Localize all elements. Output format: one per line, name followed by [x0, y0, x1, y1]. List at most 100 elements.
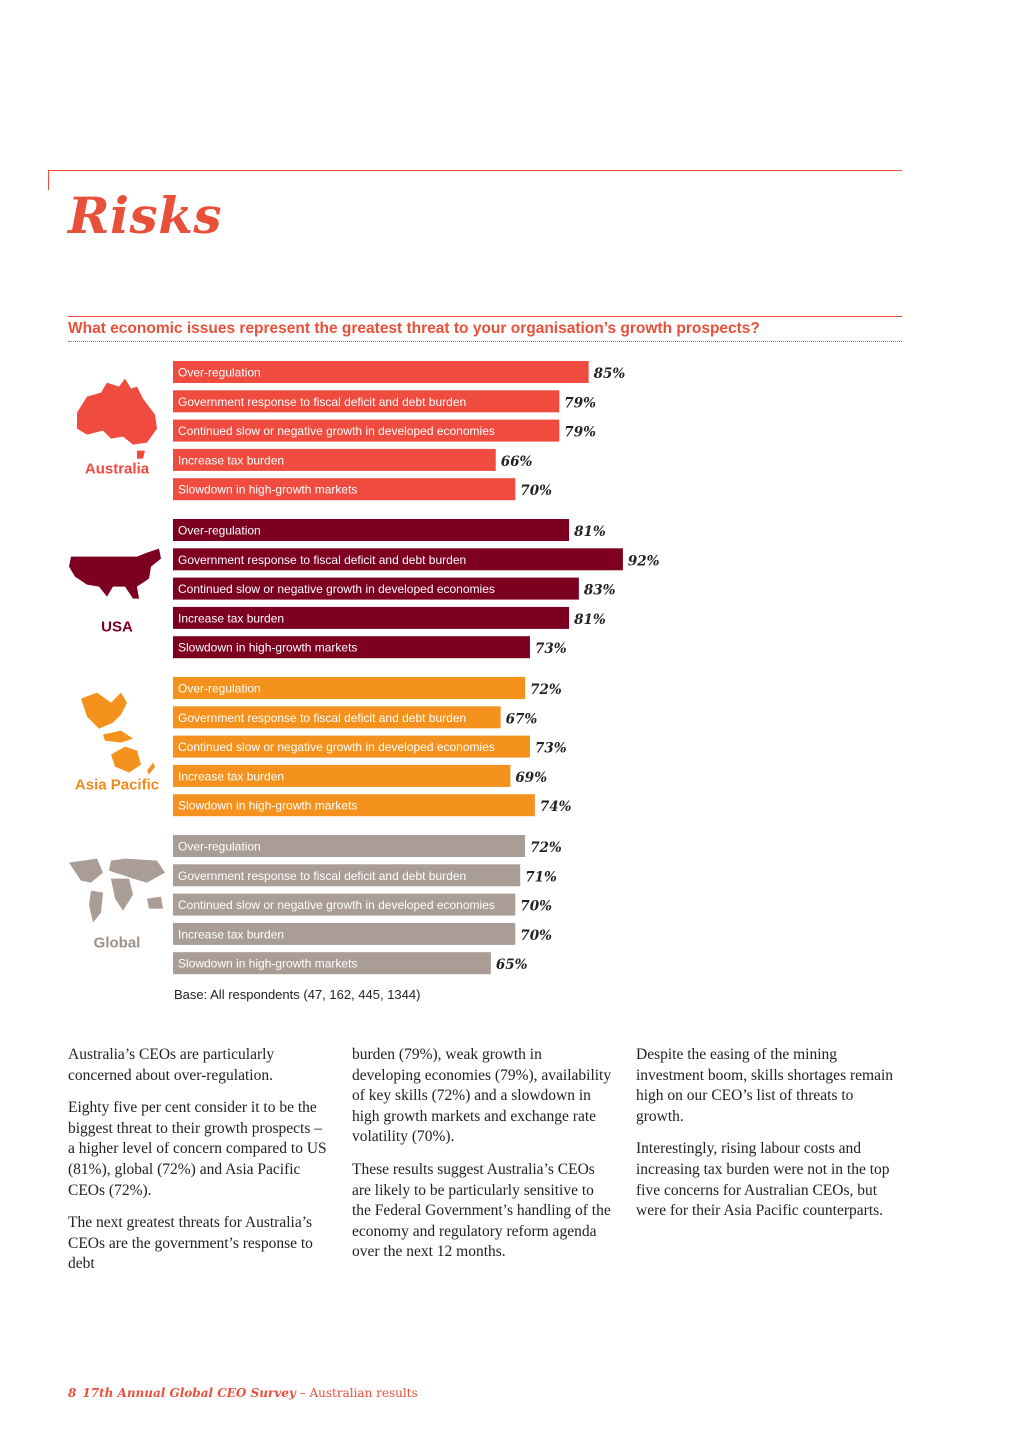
body-column-3: Despite the easing of the mining investm… [636, 1045, 898, 1234]
bar [173, 361, 589, 383]
bar [173, 952, 491, 975]
bar-value-label: 72% [530, 840, 562, 856]
body-paragraph: Australia’s CEOs are particularly concer… [68, 1046, 275, 1084]
body-paragraph: These results suggest Australia’s CEOs a… [352, 1160, 611, 1261]
bar-category-label: Continued slow or negative growth in dev… [178, 898, 495, 912]
bar-value-label: 72% [530, 682, 562, 698]
asia-landmass-shape [81, 692, 127, 729]
bar-category-label: Slowdown in high-growth markets [178, 483, 357, 497]
bar-category-label: Over-regulation [178, 682, 261, 696]
bar-group-global: Global Over-regulation 72% Government respo… [69, 835, 562, 975]
bar [173, 606, 570, 629]
page-title: Risks [68, 186, 222, 245]
bar-category-label: Over-regulation [178, 524, 261, 538]
bar-category-label: Over-regulation [178, 840, 261, 854]
bar-value-label: 69% [515, 770, 547, 786]
bar-value-label: 73% [535, 641, 567, 657]
bar [173, 478, 516, 501]
body-paragraph: The next greatest threats for Australia’… [68, 1214, 313, 1273]
bar-category-label: Continued slow or negative growth in dev… [178, 740, 495, 754]
bar-category-label: Increase tax burden [178, 611, 284, 625]
region-label: USA [101, 619, 133, 636]
tasmania-shape [137, 450, 145, 459]
bar [173, 922, 516, 945]
bar [173, 448, 496, 471]
region-label: Asia Pacific [75, 777, 159, 794]
body-paragraph: Eighty five per cent consider it to be t… [68, 1099, 327, 1199]
chart-question: What economic issues represent the great… [68, 320, 760, 337]
bar-category-label: Government response to fiscal deficit an… [178, 553, 466, 567]
bar-value-label: 73% [535, 741, 567, 757]
bar-chart: Australia Over-regulation 85% Government re… [69, 361, 660, 975]
bar-value-label: 66% [501, 454, 533, 470]
bar [173, 864, 521, 887]
bar [173, 764, 511, 787]
bar [173, 390, 560, 413]
base-note: Base: All respondents (47, 162, 445, 134… [174, 987, 421, 1002]
bar-value-label: 92% [628, 553, 660, 569]
page-number: 8 [68, 1386, 77, 1400]
bar-value-label: 65% [496, 957, 528, 973]
bar [173, 519, 570, 541]
bar [173, 419, 560, 442]
bar-category-label: Over-regulation [178, 366, 261, 380]
world-map-icon [69, 858, 165, 923]
new-zealand-shape [147, 762, 155, 775]
north-america-shape [69, 858, 103, 883]
publication-suffix: – Australian results [295, 1386, 418, 1400]
bar-category-label: Slowdown in high-growth markets [178, 641, 357, 655]
bar-group-asia-pacific: Asia Pacific Over-regulation 72% Government… [75, 677, 572, 817]
bar [173, 893, 516, 916]
bar-group-usa: USA Over-regulation 81% Government response… [69, 519, 660, 659]
bar-value-label: 83% [584, 583, 616, 599]
bar-value-label: 71% [525, 869, 557, 885]
bar [173, 636, 530, 659]
bar-category-label: Slowdown in high-growth markets [178, 957, 357, 971]
region-label: Australia [85, 461, 150, 478]
bar [173, 577, 579, 600]
bar [173, 835, 526, 857]
indonesia-islands-shape [103, 730, 133, 743]
top-rule-corner [48, 170, 49, 190]
bar [173, 706, 501, 729]
body-column-1: Australia’s CEOs are particularly concer… [68, 1045, 330, 1287]
body-paragraph: burden (79%), weak growth in developing … [352, 1046, 612, 1146]
australia-map-shape [77, 378, 157, 445]
bar [173, 794, 535, 817]
oceania-shape [147, 896, 163, 909]
asia-pacific-map-icon [81, 692, 155, 775]
body-paragraph: Despite the easing of the mining investm… [636, 1046, 894, 1125]
question-dotted-rule [68, 341, 902, 342]
bar-value-label: 67% [506, 711, 538, 727]
region-label: Global [94, 935, 141, 952]
australia-landmass-shape [111, 746, 141, 773]
bar-category-label: Government response to fiscal deficit an… [178, 395, 466, 409]
eurasia-shape [109, 858, 165, 883]
bar-value-label: 70% [520, 899, 552, 915]
bar-category-label: Government response to fiscal deficit an… [178, 869, 466, 883]
bar-category-label: Increase tax burden [178, 769, 284, 783]
australia-map-icon [77, 378, 157, 459]
africa-shape [111, 878, 133, 911]
bar-value-label: 81% [574, 524, 606, 540]
body-paragraph: Interestingly, rising labour costs and i… [636, 1140, 890, 1220]
bar [173, 548, 623, 571]
bar-group-australia: Australia Over-regulation 85% Government re… [77, 361, 625, 501]
bar [173, 735, 530, 758]
page-footer: 8 17th Annual Global CEO Survey – Austral… [68, 1386, 418, 1400]
bar [173, 677, 526, 699]
bar-category-label: Continued slow or negative growth in dev… [178, 424, 495, 438]
usa-map-icon [69, 548, 161, 599]
usa-map-shape [69, 548, 161, 599]
bar-category-label: Increase tax burden [178, 927, 284, 941]
bar-value-label: 74% [540, 799, 572, 815]
south-america-shape [89, 890, 103, 923]
bar-category-label: Increase tax burden [178, 453, 284, 467]
top-rule [48, 170, 902, 171]
bar-value-label: 79% [564, 425, 596, 441]
publication-title: 17th Annual Global CEO Survey [82, 1386, 296, 1400]
bar-value-label: 70% [520, 928, 552, 944]
bar-value-label: 81% [574, 612, 606, 628]
body-column-2: burden (79%), weak growth in developing … [352, 1045, 614, 1275]
bar-value-label: 70% [520, 483, 552, 499]
